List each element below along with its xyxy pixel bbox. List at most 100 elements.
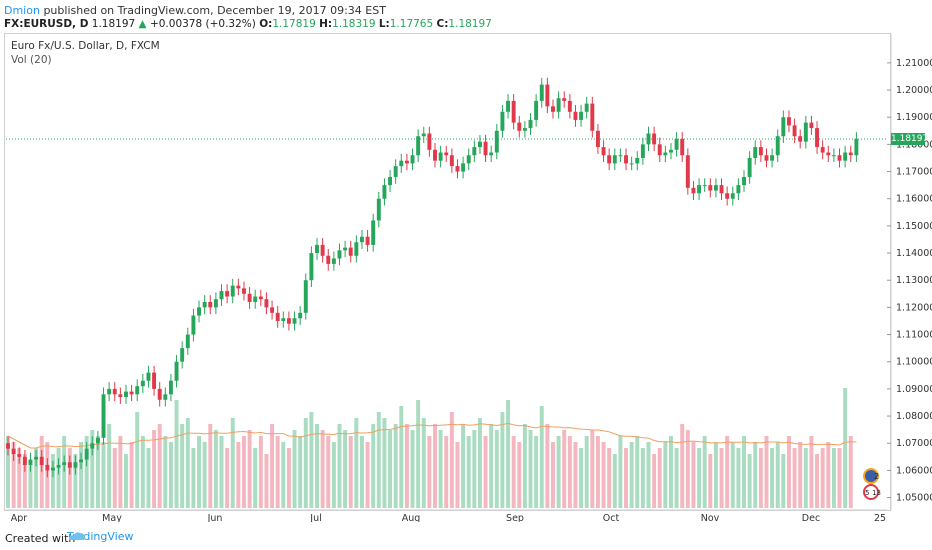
volume-bar <box>652 454 657 508</box>
volume-bar <box>517 442 522 508</box>
volume-bar <box>343 430 348 508</box>
candle-body <box>202 301 207 308</box>
volume-bar <box>253 448 258 508</box>
candle-body <box>62 462 67 465</box>
candle-body <box>697 185 702 194</box>
volume-bar <box>843 388 848 508</box>
candle-body <box>320 244 325 256</box>
volume-bar <box>135 412 140 508</box>
candle-body <box>185 334 190 349</box>
high-value: 1.18319 <box>332 18 376 30</box>
candle-body <box>118 394 123 398</box>
y-tick-label: 1.11000 <box>896 330 932 341</box>
volume-bar <box>786 436 791 508</box>
candle-body <box>685 155 690 188</box>
volume-bar <box>427 436 432 508</box>
x-tick-label: Sep <box>506 513 524 524</box>
candle-body <box>730 193 735 199</box>
volume-bar <box>663 442 668 508</box>
volume-bar <box>522 424 527 508</box>
candle-body <box>438 152 443 161</box>
candle-body <box>792 125 797 137</box>
volume-bar <box>477 418 482 508</box>
volume-bar <box>326 436 331 508</box>
y-tick-label: 1.20000 <box>896 85 932 96</box>
y-tick-label: 1.16000 <box>896 194 932 205</box>
volume-bar <box>191 448 196 508</box>
x-tick-label: Apr <box>11 513 28 524</box>
candle-body <box>84 448 89 460</box>
candle-body <box>197 307 201 316</box>
volume-bar <box>371 424 376 508</box>
candle-body <box>28 459 33 465</box>
candle-body <box>112 388 117 395</box>
candle-body <box>826 152 831 156</box>
candle-body <box>517 122 522 131</box>
candle-body <box>73 462 78 468</box>
event-badges[interactable]: 2 5 13 <box>858 466 888 506</box>
volume-bar <box>618 436 623 508</box>
volume-bar <box>612 454 617 508</box>
candle-body <box>624 155 628 164</box>
candle-body <box>595 130 600 148</box>
candle-body <box>545 84 550 107</box>
volume-bar <box>73 454 78 508</box>
volume-bar <box>798 442 803 508</box>
candle-body <box>140 380 145 387</box>
footer <box>0 522 932 550</box>
volume-bar <box>657 448 662 508</box>
volume-bar <box>11 442 16 508</box>
volume-bar <box>511 436 516 508</box>
candle-body <box>831 155 836 157</box>
candle-body <box>472 147 477 156</box>
candle-body <box>669 149 673 153</box>
volume-bar <box>62 436 67 508</box>
volume-bar <box>433 424 437 508</box>
volume-bar <box>736 448 741 508</box>
candle-body <box>331 258 336 264</box>
volume-bar <box>197 436 201 508</box>
candle-body <box>230 285 235 297</box>
volume-bar <box>730 442 735 508</box>
volume-bar <box>629 442 634 508</box>
candle-body <box>556 98 561 112</box>
candle-body <box>34 456 39 460</box>
author-link[interactable]: Dmion <box>4 4 40 17</box>
volume-bar <box>506 400 511 508</box>
volume-bar <box>539 406 544 508</box>
volume-bar <box>646 442 651 508</box>
y-tick-label: 1.13000 <box>896 275 932 286</box>
candle-body <box>286 318 291 324</box>
volume-bar <box>820 448 825 508</box>
volume-bar <box>455 442 460 508</box>
volume-bar <box>579 448 584 508</box>
x-tick-label: Nov <box>701 513 720 524</box>
x-tick-label: May <box>102 513 122 524</box>
close-value: 1.18197 <box>448 18 492 30</box>
volume-bar <box>809 436 814 508</box>
volume-bar <box>697 448 702 508</box>
candle-body <box>444 152 449 156</box>
candle-body <box>528 119 533 129</box>
volume-bar <box>202 442 207 508</box>
candle-body <box>775 136 780 156</box>
volume-bar <box>281 442 286 508</box>
volume-bar <box>163 436 168 508</box>
tradingview-logo[interactable]: TradingView <box>67 530 133 543</box>
volume-bar <box>534 436 539 508</box>
volume-bar <box>270 424 275 508</box>
candle-body <box>56 464 61 468</box>
candle-body <box>477 141 482 148</box>
volume-bar <box>702 436 707 508</box>
volume-bar <box>95 436 100 508</box>
candle-body <box>584 103 589 112</box>
volume-bar <box>118 436 123 508</box>
volume-bar <box>691 442 696 508</box>
candle-body <box>416 136 421 156</box>
volume-bar <box>6 436 10 508</box>
candle-body <box>337 250 342 259</box>
last-value: 1.18197 <box>91 18 136 30</box>
candle-body <box>258 296 263 300</box>
publish-line: Dmion published on TradingView.com, Dece… <box>4 4 386 17</box>
